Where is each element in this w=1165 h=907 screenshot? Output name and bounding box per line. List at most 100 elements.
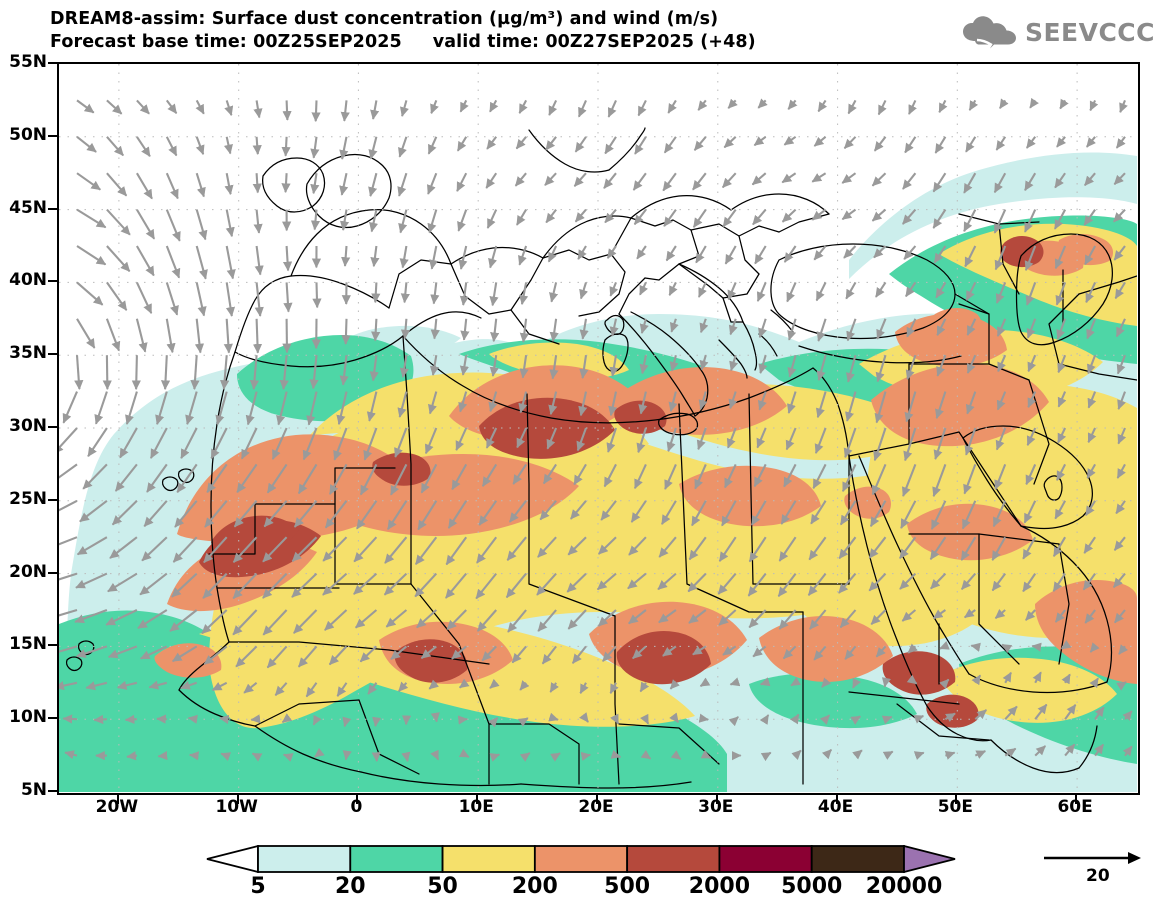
ytick-25N — [48, 498, 57, 501]
wind-arrow — [1086, 318, 1097, 340]
wind-arrow — [311, 100, 321, 123]
wind-arrow — [718, 536, 737, 562]
wind-arrow — [1025, 463, 1037, 486]
wind-arrow — [1024, 172, 1037, 192]
wind-arrow — [1025, 282, 1037, 306]
wind-arrow — [263, 500, 288, 528]
wind-arrow — [518, 99, 528, 114]
wind-arrow — [195, 99, 205, 115]
wind-arrow — [636, 427, 647, 454]
x-axis-label: 20W — [95, 797, 139, 817]
wind-arrow — [697, 281, 707, 298]
wind-arrow — [430, 318, 440, 340]
wind-arrow — [579, 682, 589, 695]
wind-arrow — [94, 391, 108, 425]
wind-arrow — [363, 427, 378, 461]
wind-arrow — [1116, 354, 1126, 375]
colorbar-segment — [349, 845, 444, 873]
x-axis-label: 10E — [458, 797, 494, 817]
wind-arrow — [669, 354, 679, 372]
ytick-40N — [48, 280, 57, 283]
wind-vector-field — [59, 97, 1133, 763]
wind-arrow — [932, 464, 947, 497]
wind-arrow — [1084, 609, 1096, 624]
wind-arrow — [507, 609, 527, 633]
wind-arrow — [994, 464, 1007, 490]
wind-arrow — [398, 681, 409, 692]
wind-arrow — [571, 645, 587, 664]
wind-arrow — [372, 716, 382, 727]
wind-arrow — [881, 715, 893, 725]
wind-arrow — [759, 677, 771, 687]
wind-arrow — [126, 751, 138, 761]
wind-arrow — [1115, 136, 1126, 149]
wind-arrow — [85, 681, 108, 691]
wind-arrow — [548, 99, 558, 116]
wind-arrow — [537, 536, 557, 558]
wind-arrow — [220, 355, 230, 390]
wind-arrow — [106, 208, 131, 236]
colorbar-segment — [533, 845, 629, 873]
wind-arrow — [385, 609, 408, 628]
wind-arrow — [235, 645, 258, 668]
wind-arrow — [111, 500, 138, 526]
wind-arrow — [726, 427, 737, 449]
wind-arrow — [997, 354, 1007, 373]
wind-arrow — [109, 536, 138, 559]
wind-arrow — [322, 572, 348, 596]
wind-arrow — [456, 136, 468, 152]
wind-arrow — [339, 209, 350, 231]
wind-arrow — [963, 464, 977, 495]
wind-arrow — [1026, 427, 1037, 446]
wind-arrow — [420, 645, 437, 660]
wind-arrow — [371, 318, 381, 342]
wind-arrow — [1054, 245, 1067, 270]
wind-arrow — [59, 499, 78, 512]
wind-arrow — [728, 318, 738, 336]
wind-arrow — [694, 463, 707, 490]
wind-arrow — [963, 172, 977, 194]
wind-arrow — [489, 355, 499, 377]
wind-arrow — [282, 245, 293, 272]
colorbar-tick-label: 5000 — [781, 874, 843, 899]
wind-arrow — [964, 608, 976, 619]
wind-arrow — [567, 609, 587, 630]
wind-arrow — [333, 427, 348, 461]
wind-arrow — [194, 318, 205, 354]
wind-arrow — [165, 245, 181, 279]
wind-arrow — [841, 208, 857, 221]
wind-arrow — [907, 643, 918, 654]
wind-arrow — [846, 318, 857, 342]
wind-arrow — [476, 609, 497, 632]
wind-arrow — [1022, 536, 1037, 560]
wind-arrow — [760, 751, 772, 762]
wind-arrow — [790, 677, 802, 687]
wind-arrow — [904, 391, 917, 423]
wind-arrow — [996, 318, 1007, 337]
wind-arrow — [59, 536, 78, 546]
wind-arrow — [639, 681, 650, 693]
colorbar-labels: 5 20 50 200 500 2000 5000 20000 — [206, 874, 956, 904]
wind-arrow — [519, 282, 529, 306]
wind-arrow — [721, 500, 737, 527]
wind-arrow — [604, 208, 617, 224]
wind-arrow — [276, 391, 288, 426]
wind-arrow — [722, 645, 737, 656]
wind-arrow — [252, 136, 262, 155]
wind-arrow — [1113, 245, 1126, 261]
wind-arrow — [901, 609, 917, 622]
wind-arrow — [324, 500, 348, 529]
wind-arrow — [505, 572, 527, 599]
wind-arrow — [843, 427, 857, 459]
wind-arrow — [76, 172, 101, 191]
wind-arrow — [966, 354, 977, 374]
wind-arrow — [59, 681, 78, 691]
wind-arrow — [211, 681, 228, 692]
wind-arrow — [932, 609, 947, 620]
wind-arrow — [932, 172, 947, 193]
ytick-20N — [48, 571, 57, 574]
wind-arrow — [458, 245, 468, 270]
wind-arrow — [578, 391, 588, 417]
xtick-10E — [476, 795, 479, 804]
wind-arrow — [243, 681, 258, 694]
